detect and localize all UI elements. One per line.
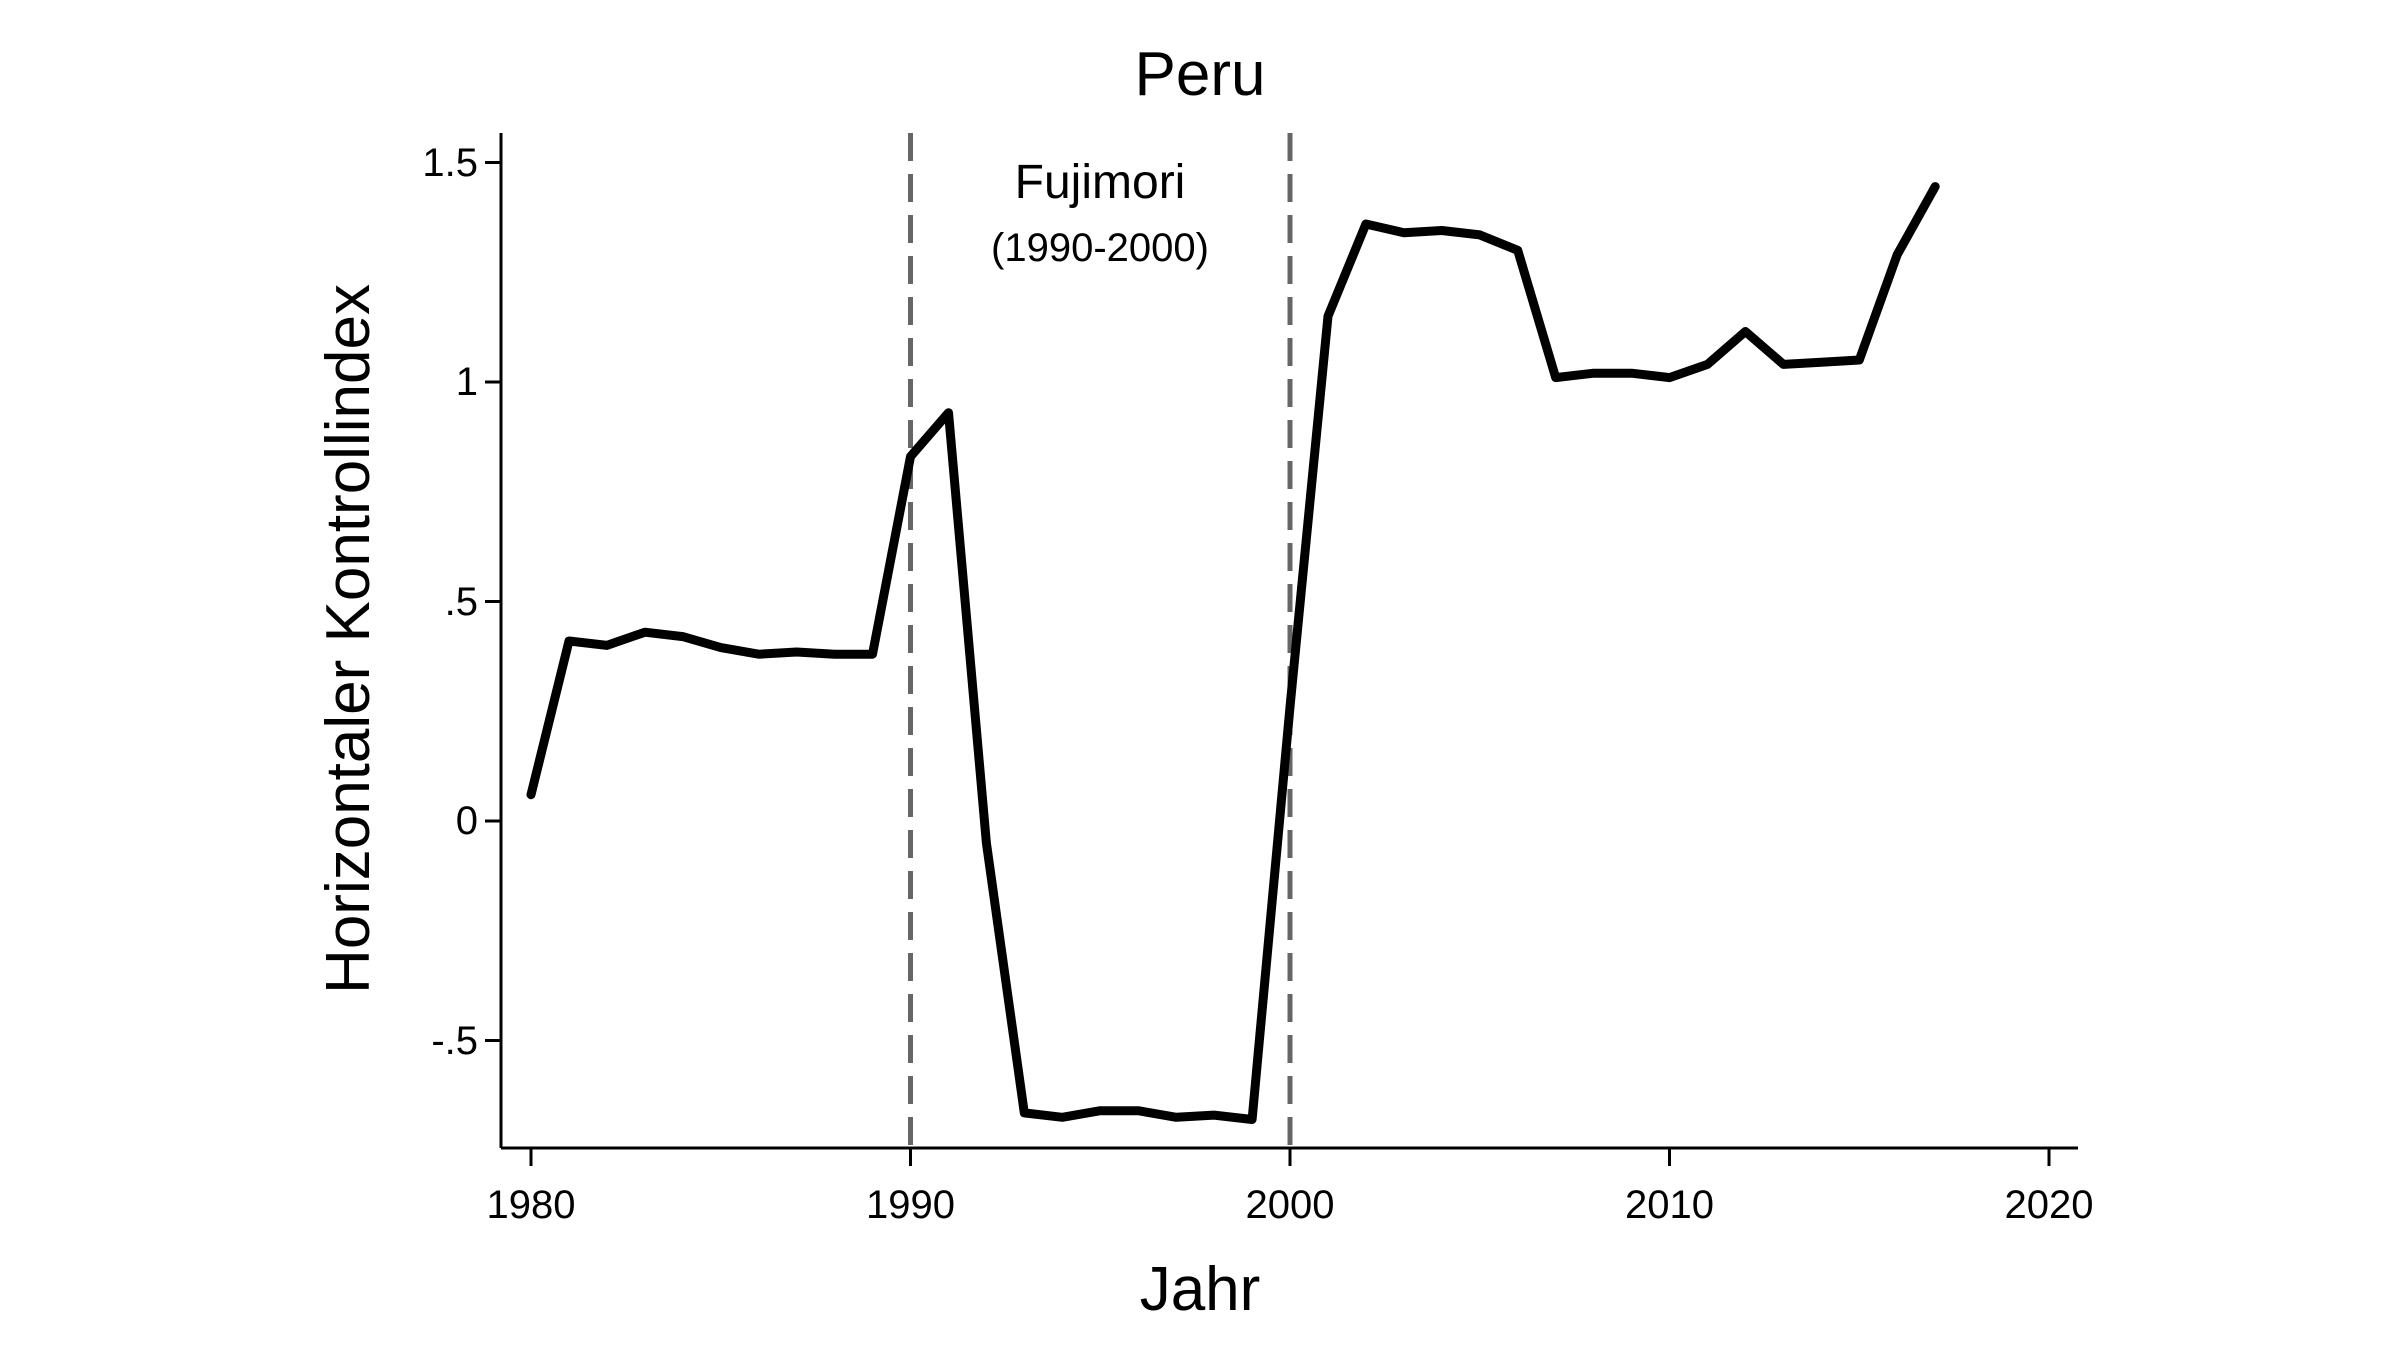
x-tick-label: 2020	[2004, 1183, 2094, 1227]
x-tick-label: 1980	[486, 1183, 576, 1227]
chart-title: Peru	[1134, 40, 1266, 109]
y-tick-label: 1	[455, 360, 478, 404]
y-tick-label: -.5	[431, 1018, 478, 1063]
y-tick-label: 1.5	[422, 140, 478, 185]
period-markers	[908, 133, 1293, 1148]
x-tick-label: 2010	[1625, 1183, 1714, 1227]
y-tick-label: .5	[444, 579, 478, 624]
x-tick-label: 2000	[1245, 1183, 1335, 1227]
y-axis-label: Horizontaler Kontrollindex	[314, 284, 383, 994]
data-line	[526, 182, 1940, 1124]
x-axis-label: Jahr	[1139, 1255, 1261, 1324]
axes	[485, 133, 2078, 1166]
y-tick-label: 0	[455, 799, 478, 843]
x-tick-label: 1990	[866, 1183, 955, 1227]
annotation-fujimori: Fujimori	[1014, 156, 1186, 209]
annotation-period: (1990-2000)	[991, 226, 1209, 270]
